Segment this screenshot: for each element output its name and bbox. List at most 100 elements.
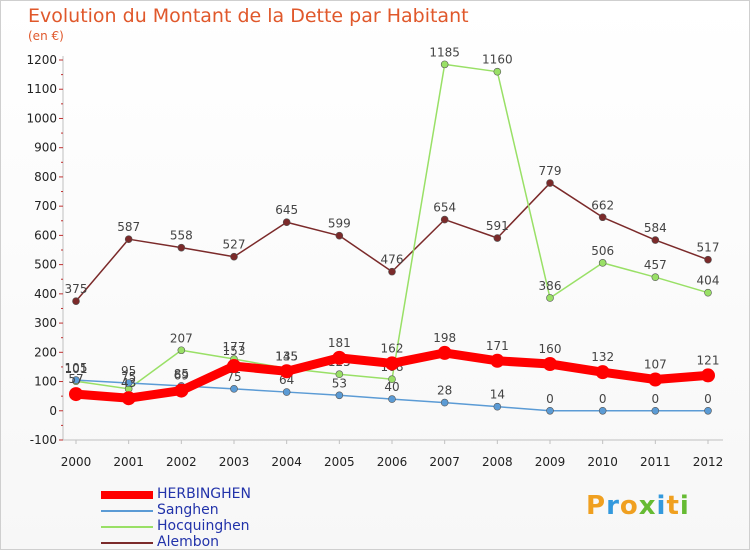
y-tick-label: 300 xyxy=(34,316,57,330)
y-tick-label: 700 xyxy=(34,199,57,213)
data-label: 153 xyxy=(223,344,246,358)
unit-label: (en €) xyxy=(28,29,64,43)
data-label: 14 xyxy=(490,388,505,402)
data-point xyxy=(282,218,291,227)
data-label: 527 xyxy=(223,238,246,252)
data-label: 85 xyxy=(174,367,189,381)
data-point xyxy=(72,297,80,305)
proxiti-logo: Proxiti xyxy=(586,491,690,521)
x-tick-label: 2005 xyxy=(324,455,355,469)
data-point xyxy=(543,357,557,371)
data-label: 105 xyxy=(65,361,88,375)
data-label: 135 xyxy=(275,349,298,363)
data-label: 654 xyxy=(433,201,456,215)
data-point xyxy=(335,231,344,240)
x-tick-label: 2007 xyxy=(429,455,460,469)
data-label: 53 xyxy=(332,376,347,390)
data-point xyxy=(440,398,449,407)
legend-swatch xyxy=(101,526,153,528)
data-label: 1160 xyxy=(482,53,513,67)
data-label: 645 xyxy=(275,203,298,217)
data-label: 404 xyxy=(697,274,720,288)
data-label: 177 xyxy=(223,340,246,354)
data-label: 587 xyxy=(117,220,140,234)
x-tick-label: 2012 xyxy=(693,455,724,469)
y-tick-label: 0 xyxy=(49,404,57,418)
data-point xyxy=(72,376,80,384)
data-label: 40 xyxy=(384,380,399,394)
x-tick-label: 2004 xyxy=(271,455,302,469)
data-label: 506 xyxy=(591,244,614,258)
data-label: 476 xyxy=(381,253,404,267)
data-point xyxy=(651,273,660,281)
data-point xyxy=(227,359,241,374)
data-point xyxy=(335,370,344,379)
data-label: 0 xyxy=(652,392,660,406)
data-point xyxy=(490,353,505,368)
data-point xyxy=(385,356,399,371)
data-point xyxy=(335,391,344,400)
y-tick-label: 200 xyxy=(34,345,57,359)
data-label: 517 xyxy=(697,241,720,255)
data-label: 107 xyxy=(644,357,667,371)
data-label: 121 xyxy=(697,353,720,367)
data-point xyxy=(598,213,607,222)
x-tick-label: 2008 xyxy=(482,455,513,469)
data-label: 171 xyxy=(486,339,509,353)
data-point xyxy=(282,388,291,396)
data-point xyxy=(230,385,238,393)
y-tick-label: 500 xyxy=(34,258,57,272)
data-point xyxy=(124,235,133,243)
data-point xyxy=(648,372,663,387)
data-point xyxy=(546,294,554,302)
data-point xyxy=(279,364,294,379)
data-label: 386 xyxy=(539,279,562,293)
data-point xyxy=(124,379,133,387)
x-tick-label: 2002 xyxy=(166,455,197,469)
data-point xyxy=(388,267,396,276)
y-tick-label: 100 xyxy=(34,375,57,389)
data-point xyxy=(121,391,136,406)
data-label: 101 xyxy=(65,362,88,376)
data-point xyxy=(651,236,660,244)
data-point xyxy=(437,345,452,360)
data-label: 95 xyxy=(121,364,136,378)
data-point xyxy=(704,288,712,297)
y-tick-label: 1100 xyxy=(26,82,57,96)
data-label: 75 xyxy=(121,370,136,384)
data-label: 43 xyxy=(121,376,136,390)
data-point xyxy=(598,259,607,267)
data-point xyxy=(704,255,712,264)
y-tick-label: 1000 xyxy=(26,111,57,125)
data-label: 145 xyxy=(275,349,298,363)
x-tick-label: 2006 xyxy=(377,455,408,469)
data-label: 1185 xyxy=(429,45,460,59)
data-label: 0 xyxy=(546,392,554,406)
legend-label: HERBINGHEN xyxy=(157,486,252,502)
data-label: 599 xyxy=(328,217,351,231)
data-label: 558 xyxy=(170,229,193,243)
data-point xyxy=(493,67,502,76)
data-point xyxy=(332,350,347,365)
legend-label: Hocquinghen xyxy=(157,518,250,534)
data-point xyxy=(177,346,186,355)
data-point xyxy=(595,365,610,380)
y-tick-label: 1200 xyxy=(26,53,57,67)
data-label: 0 xyxy=(704,392,712,406)
data-point xyxy=(174,383,189,398)
data-label: 591 xyxy=(486,219,509,233)
data-label: 375 xyxy=(65,282,88,296)
legend-label: Sanghen xyxy=(157,502,219,518)
data-label: 662 xyxy=(591,198,614,212)
data-point xyxy=(177,243,186,252)
data-point xyxy=(69,387,83,402)
data-point xyxy=(440,215,449,224)
data-label: 69 xyxy=(174,369,189,383)
y-tick-label: -100 xyxy=(30,433,57,447)
data-label: 28 xyxy=(437,384,452,398)
data-label: 75 xyxy=(226,370,241,384)
y-tick-label: 900 xyxy=(34,141,57,155)
data-point xyxy=(388,375,396,384)
data-label: 457 xyxy=(644,258,667,272)
